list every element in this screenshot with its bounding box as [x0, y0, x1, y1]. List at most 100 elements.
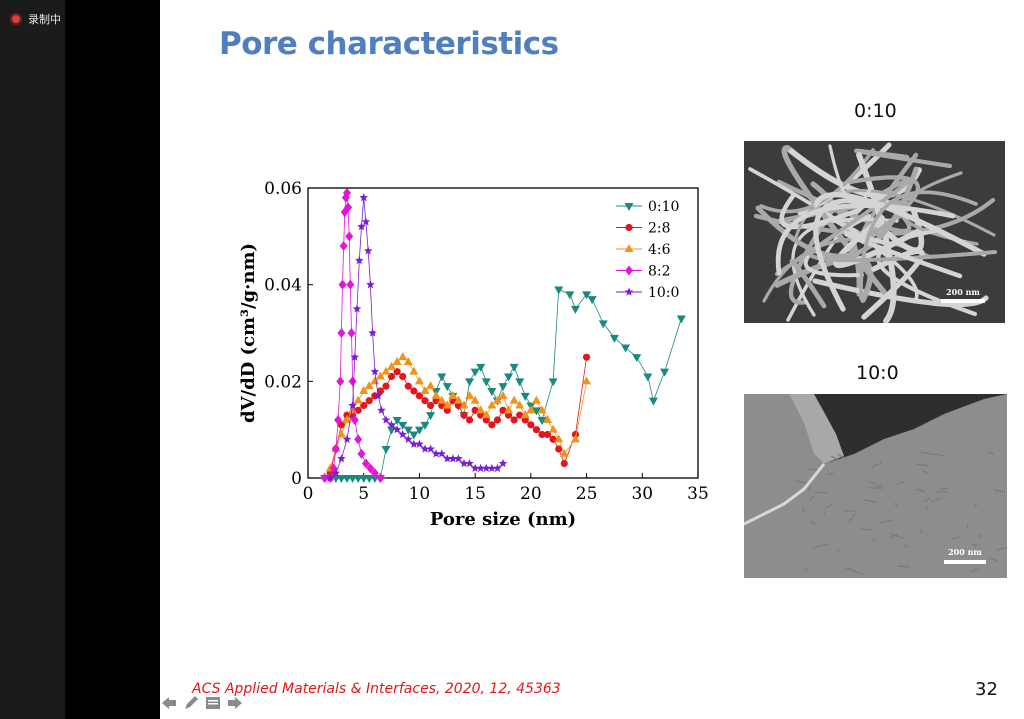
data-point — [409, 366, 419, 375]
data-point — [426, 444, 435, 453]
data-point — [368, 328, 377, 337]
x-tick-label: 25 — [576, 484, 598, 504]
legend-label: 2:8 — [648, 221, 671, 237]
data-point — [537, 405, 547, 414]
data-point — [498, 459, 508, 468]
pen-icon[interactable] — [182, 694, 200, 712]
data-point — [403, 426, 413, 435]
data-point — [532, 426, 541, 434]
sem-label-1: 0:10 — [854, 100, 897, 122]
data-point — [342, 434, 352, 443]
data-point — [481, 410, 491, 419]
data-point — [555, 445, 563, 453]
data-point — [543, 430, 552, 439]
data-point — [504, 405, 514, 414]
data-point — [454, 454, 463, 463]
data-point — [565, 291, 575, 300]
legend-label: 0:10 — [648, 199, 679, 215]
black-margin — [65, 0, 160, 719]
data-point — [521, 416, 529, 424]
data-point — [377, 405, 386, 414]
data-point — [339, 241, 348, 251]
data-point — [498, 390, 508, 399]
data-point — [398, 430, 407, 439]
data-point — [493, 416, 502, 424]
data-point — [660, 368, 670, 377]
legend-label: 8:2 — [648, 264, 671, 280]
data-point — [331, 444, 340, 454]
data-point — [326, 473, 335, 482]
sem-label-2: 10:0 — [856, 362, 899, 384]
legend-marker — [624, 244, 634, 252]
slide: Pore characteristics 0 5 10 15 20 25 30 35 0 0.02… — [160, 0, 1024, 719]
data-point — [414, 376, 424, 385]
data-point — [420, 386, 430, 394]
data-point — [342, 415, 352, 423]
data-point — [373, 391, 383, 400]
data-point — [348, 401, 357, 410]
data-point — [609, 334, 619, 343]
data-point — [376, 473, 385, 483]
menu-icon[interactable] — [204, 694, 222, 712]
data-point — [476, 363, 486, 372]
data-point — [393, 368, 401, 376]
data-point — [348, 376, 357, 387]
data-point — [487, 463, 497, 472]
data-point — [381, 446, 391, 454]
data-point — [415, 439, 424, 448]
data-point — [350, 352, 360, 361]
x-tick-label: 35 — [687, 484, 709, 504]
series-line — [329, 356, 587, 469]
data-point — [509, 363, 519, 372]
data-point — [426, 381, 436, 390]
arrow-left-icon[interactable] — [160, 694, 178, 712]
data-point — [409, 439, 419, 448]
data-point — [460, 411, 468, 419]
data-point — [465, 459, 474, 468]
data-point — [648, 397, 658, 406]
data-point — [470, 395, 480, 404]
data-point — [509, 395, 519, 404]
data-point — [338, 279, 347, 290]
data-point — [481, 378, 491, 387]
legend-marker — [624, 287, 634, 296]
data-point — [359, 193, 368, 202]
data-point — [364, 381, 374, 390]
data-point — [404, 382, 412, 390]
data-point — [420, 444, 430, 453]
data-point — [643, 373, 653, 382]
data-point — [465, 390, 475, 399]
data-point — [587, 296, 597, 305]
plot-frame — [307, 187, 699, 479]
x-tick-label: 0 — [303, 484, 314, 504]
left-panel: 录制中 — [0, 0, 65, 719]
data-point — [560, 459, 568, 468]
data-point — [426, 412, 436, 421]
data-point — [476, 405, 486, 414]
slide-title: Pore characteristics — [219, 26, 559, 62]
data-point — [360, 401, 368, 410]
series-4 — [326, 193, 508, 482]
recording-label: 录制中 — [28, 13, 61, 26]
data-point — [404, 434, 413, 443]
data-point — [598, 320, 608, 329]
data-point — [381, 415, 391, 424]
data-point — [488, 421, 496, 429]
data-point — [387, 420, 396, 429]
citation: ACS Applied Materials & Interfaces, 2020… — [192, 681, 561, 697]
data-point — [336, 429, 346, 438]
data-point — [465, 416, 474, 424]
legend-marker — [625, 265, 633, 276]
arrow-right-icon[interactable] — [226, 694, 244, 712]
x-tick-label: 15 — [464, 484, 486, 504]
data-point — [355, 256, 364, 265]
data-point — [459, 459, 469, 468]
data-point — [570, 434, 580, 443]
series-2 — [325, 352, 592, 472]
data-point — [399, 372, 407, 381]
slideshow-nav — [160, 694, 244, 712]
data-point — [370, 376, 380, 385]
data-point — [443, 406, 451, 414]
series-1 — [326, 353, 591, 477]
data-point — [465, 378, 475, 387]
